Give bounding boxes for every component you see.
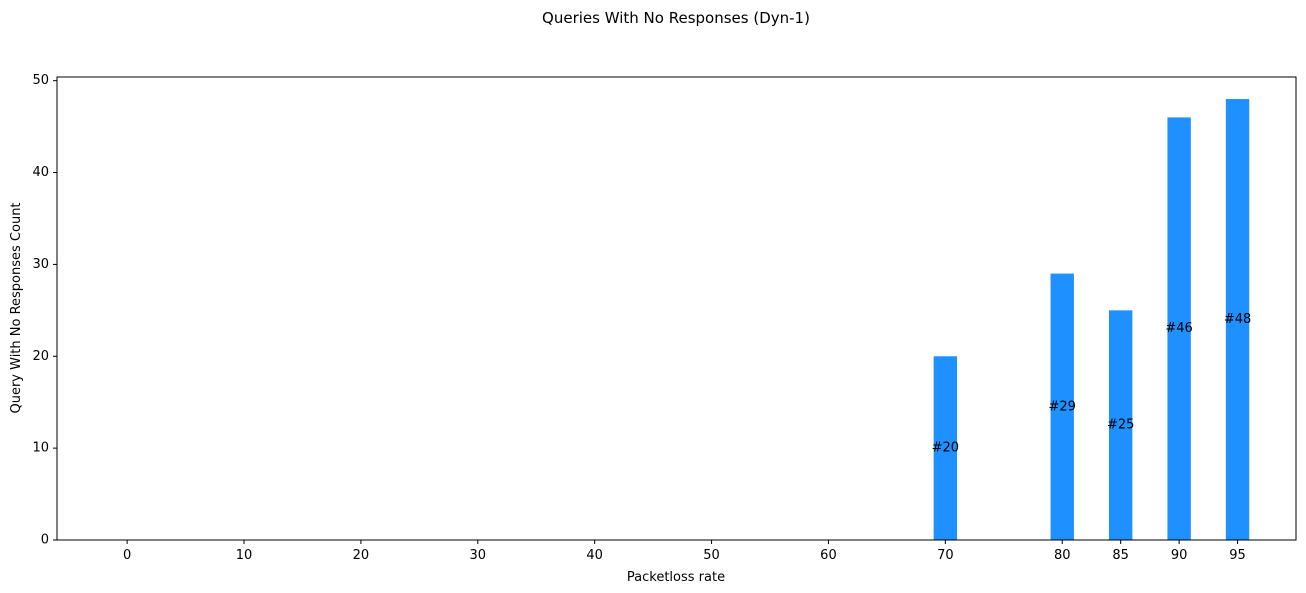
x-tick-label: 40 — [586, 548, 603, 563]
y-tick-label: 10 — [32, 441, 49, 456]
bars-group — [933, 99, 1250, 541]
bar-label-90: #46 — [1165, 321, 1192, 336]
bar-label-70: #20 — [932, 441, 959, 456]
x-tick-label: 10 — [236, 548, 253, 563]
y-tick-label: 0 — [41, 533, 49, 548]
y-tick-label: 50 — [32, 73, 49, 88]
plot-frame — [56, 76, 1297, 541]
x-tick-label: 60 — [820, 548, 837, 563]
y-tick-label: 40 — [32, 165, 49, 180]
y-tick-label: 30 — [32, 257, 49, 272]
y-tick-label: 20 — [32, 349, 49, 364]
bar-85 — [1108, 310, 1133, 540]
y-axis-ticks: 0 10 20 30 40 50 — [32, 73, 57, 548]
bar-95 — [1225, 99, 1250, 541]
x-axis-label: Packetloss rate — [627, 570, 725, 585]
x-tick-label: 80 — [1054, 548, 1071, 563]
bar-label-95: #48 — [1224, 312, 1251, 327]
bar-labels-group: #20 #29 #25 #46 #48 — [932, 312, 1252, 456]
x-tick-label: 70 — [937, 548, 954, 563]
bar-80 — [1050, 273, 1074, 540]
x-tick-label: 30 — [470, 548, 487, 563]
x-axis-ticks: 0 10 20 30 40 50 60 70 80 85 90 95 — [123, 540, 1246, 563]
y-axis-label: Query With No Responses Count — [9, 202, 24, 413]
x-tick-label: 50 — [703, 548, 720, 563]
x-tick-label: 20 — [353, 548, 370, 563]
bar-90 — [1167, 117, 1191, 541]
x-tick-label: 90 — [1171, 548, 1188, 563]
x-tick-label: 95 — [1229, 548, 1246, 563]
bar-label-80: #29 — [1049, 399, 1076, 414]
x-tick-label: 0 — [123, 548, 131, 563]
bar-label-85: #25 — [1107, 418, 1134, 433]
bar-70 — [933, 356, 958, 540]
chart-title: Queries With No Responses (Dyn-1) — [542, 9, 810, 27]
x-tick-label: 85 — [1112, 548, 1129, 563]
